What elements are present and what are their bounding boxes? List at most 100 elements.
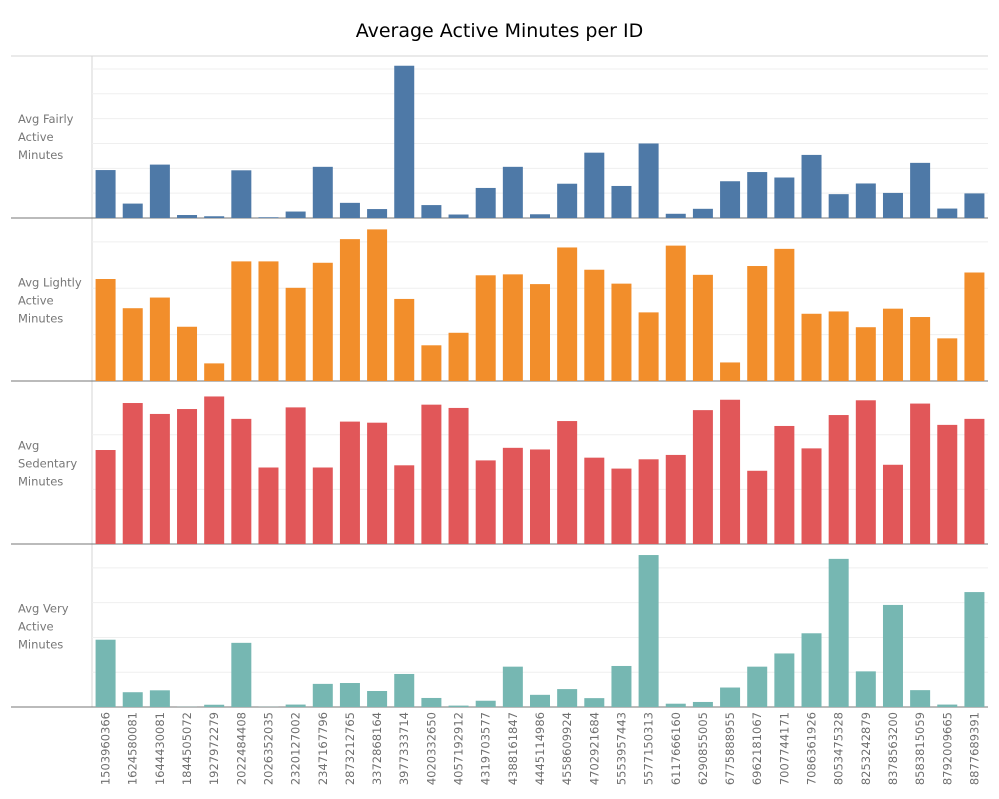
panel-3-bar-2022484408 (231, 418, 252, 544)
panel-3-bar-4445114986 (530, 449, 550, 544)
chart-title: Average Active Minutes per ID (355, 20, 644, 42)
panel-2-bar-1644430081 (149, 297, 170, 381)
x-tick-label-4057192912: 4057192912 (452, 712, 466, 785)
panel-1-bar-2026352035 (258, 217, 279, 218)
x-tick-label-8253242879: 8253242879 (859, 712, 873, 785)
panel-4-bar-8792009665 (937, 704, 958, 707)
panel-3-bar-4558609924 (557, 421, 578, 544)
panel-4-bar-4702921684 (584, 698, 605, 707)
panel-2-bar-6962181067 (747, 266, 768, 381)
panel-4-bar-2873212765 (339, 683, 360, 707)
panel-4-bar-3977333714 (394, 673, 415, 707)
panel-1-bar-4020332650 (421, 205, 442, 218)
x-tick-label-8053475328: 8053475328 (832, 712, 846, 785)
panel-3-bar-8053475328 (828, 415, 849, 544)
panel-3-bar-2873212765 (339, 421, 360, 544)
x-tick-label-2026352035: 2026352035 (261, 712, 275, 785)
panel-2-bar-4319703577 (475, 275, 496, 381)
panel-1-bar-7086361926 (801, 154, 822, 218)
panel-3-bar-7086361926 (801, 448, 822, 545)
panel-3-bar-8583815059 (910, 403, 931, 544)
panel-1-bar-2022484408 (231, 170, 252, 218)
panel-2-bar-2320127002 (285, 287, 306, 381)
panel-1-bar-8877689391 (964, 193, 985, 218)
panel-2: Avg Lightly Active Minutes (11, 229, 988, 382)
panel-2-bar-6775888955 (720, 362, 741, 381)
panel-4-bar-4388161847 (502, 666, 523, 707)
panel-4-bar-1503960366 (95, 639, 116, 707)
panel-3-bar-5577150313 (638, 459, 659, 544)
x-tick-label-4702921684: 4702921684 (587, 712, 601, 785)
panel-1-bar-1844505072 (177, 215, 198, 218)
panel-1-bar-4445114986 (530, 214, 550, 218)
panel-1-label: Avg Fairly Active Minutes (18, 112, 74, 162)
x-tick-label-1927972279: 1927972279 (207, 712, 221, 785)
panel-1-bar-2320127002 (285, 211, 306, 218)
panel-3-label: Avg Sedentary Minutes (18, 439, 77, 489)
panel-1-bar-4057192912 (448, 214, 469, 218)
x-tick-label-1844505072: 1844505072 (180, 712, 194, 785)
x-tick-label-1624580081: 1624580081 (126, 712, 140, 785)
panel-4-bar-7007744171 (774, 653, 795, 707)
panel-3: Avg Sedentary Minutes (11, 396, 988, 545)
panel-3-bar-6290855005 (692, 410, 713, 545)
panel-1-bar-2873212765 (339, 202, 360, 218)
panel-1-bar-1624580081 (122, 203, 143, 218)
x-tick-label-1644430081: 1644430081 (153, 712, 167, 785)
panel-4-bar-8877689391 (964, 592, 985, 707)
panel-3-bar-1624580081 (122, 403, 143, 544)
panel-3-bar-2320127002 (285, 407, 306, 544)
panel-2-bar-4388161847 (502, 274, 523, 381)
panel-1-bar-4319703577 (475, 187, 496, 218)
panel-1-bar-4558609924 (557, 183, 578, 218)
x-tick-label-5577150313: 5577150313 (642, 712, 656, 785)
panel-3-bar-8877689391 (964, 418, 985, 544)
panel-4-bar-8378563200 (882, 604, 903, 707)
panel-3-bar-8792009665 (937, 424, 958, 544)
x-tick-label-4445114986: 4445114986 (533, 712, 547, 785)
panel-3-bar-5553957443 (611, 468, 632, 544)
x-tick-label-6117666160: 6117666160 (669, 712, 683, 785)
panel-1-bar-8792009665 (937, 208, 958, 218)
panel-4-bar-4319703577 (475, 700, 496, 707)
panel-3-bar-6117666160 (665, 454, 686, 544)
panel-1-bar-1927972279 (204, 216, 225, 218)
panel-3-bar-4388161847 (502, 447, 523, 544)
panel-3-bar-1844505072 (177, 409, 198, 544)
x-tick-label-1503960366: 1503960366 (99, 712, 113, 785)
panel-1-bar-5553957443 (611, 185, 632, 218)
panel-4-bar-1624580081 (122, 692, 143, 707)
panel-1-bar-3372868164 (367, 209, 388, 218)
panel-2-bar-7007744171 (774, 248, 795, 381)
panel-1-bar-6962181067 (747, 172, 768, 218)
panel-2-bar-4020332650 (421, 345, 442, 381)
panel-4-bar-1927972279 (204, 704, 225, 707)
panel-4-bar-7086361926 (801, 633, 822, 707)
panel-2-bar-7086361926 (801, 313, 822, 381)
panel-2-bar-2347167796 (312, 262, 333, 381)
x-tick-label-3977333714: 3977333714 (397, 712, 411, 785)
panel-1-bar-8053475328 (828, 194, 849, 218)
panel-4-bar-4558609924 (557, 689, 578, 707)
panel-3-bar-6962181067 (747, 470, 768, 544)
x-tick-label-6290855005: 6290855005 (696, 712, 710, 785)
panel-1-bar-6775888955 (720, 181, 741, 218)
panel-2-bar-2026352035 (258, 261, 279, 381)
panel-2-bar-1844505072 (177, 326, 198, 381)
panel-4-bar-2347167796 (312, 683, 333, 707)
panel-1: Avg Fairly Active Minutes (11, 55, 988, 219)
panel-2-bar-8877689391 (964, 272, 985, 381)
panel-3-bar-4057192912 (448, 407, 469, 544)
panel-4-bar-8583815059 (910, 690, 931, 707)
panel-2-bar-5553957443 (611, 283, 632, 381)
panel-4-bar-5553957443 (611, 665, 632, 707)
x-axis: 1503960366 1624580081 1644430081 1844505072… (99, 712, 982, 785)
panel-3-bar-8253242879 (855, 400, 876, 544)
panel-4-bar-1644430081 (149, 690, 170, 707)
panel-4-bar-4057192912 (448, 705, 469, 707)
panel-2-bar-4445114986 (530, 284, 550, 381)
x-tick-label-4388161847: 4388161847 (506, 712, 520, 785)
x-tick-label-6775888955: 6775888955 (723, 712, 737, 785)
panel-2-bar-4558609924 (557, 247, 578, 381)
